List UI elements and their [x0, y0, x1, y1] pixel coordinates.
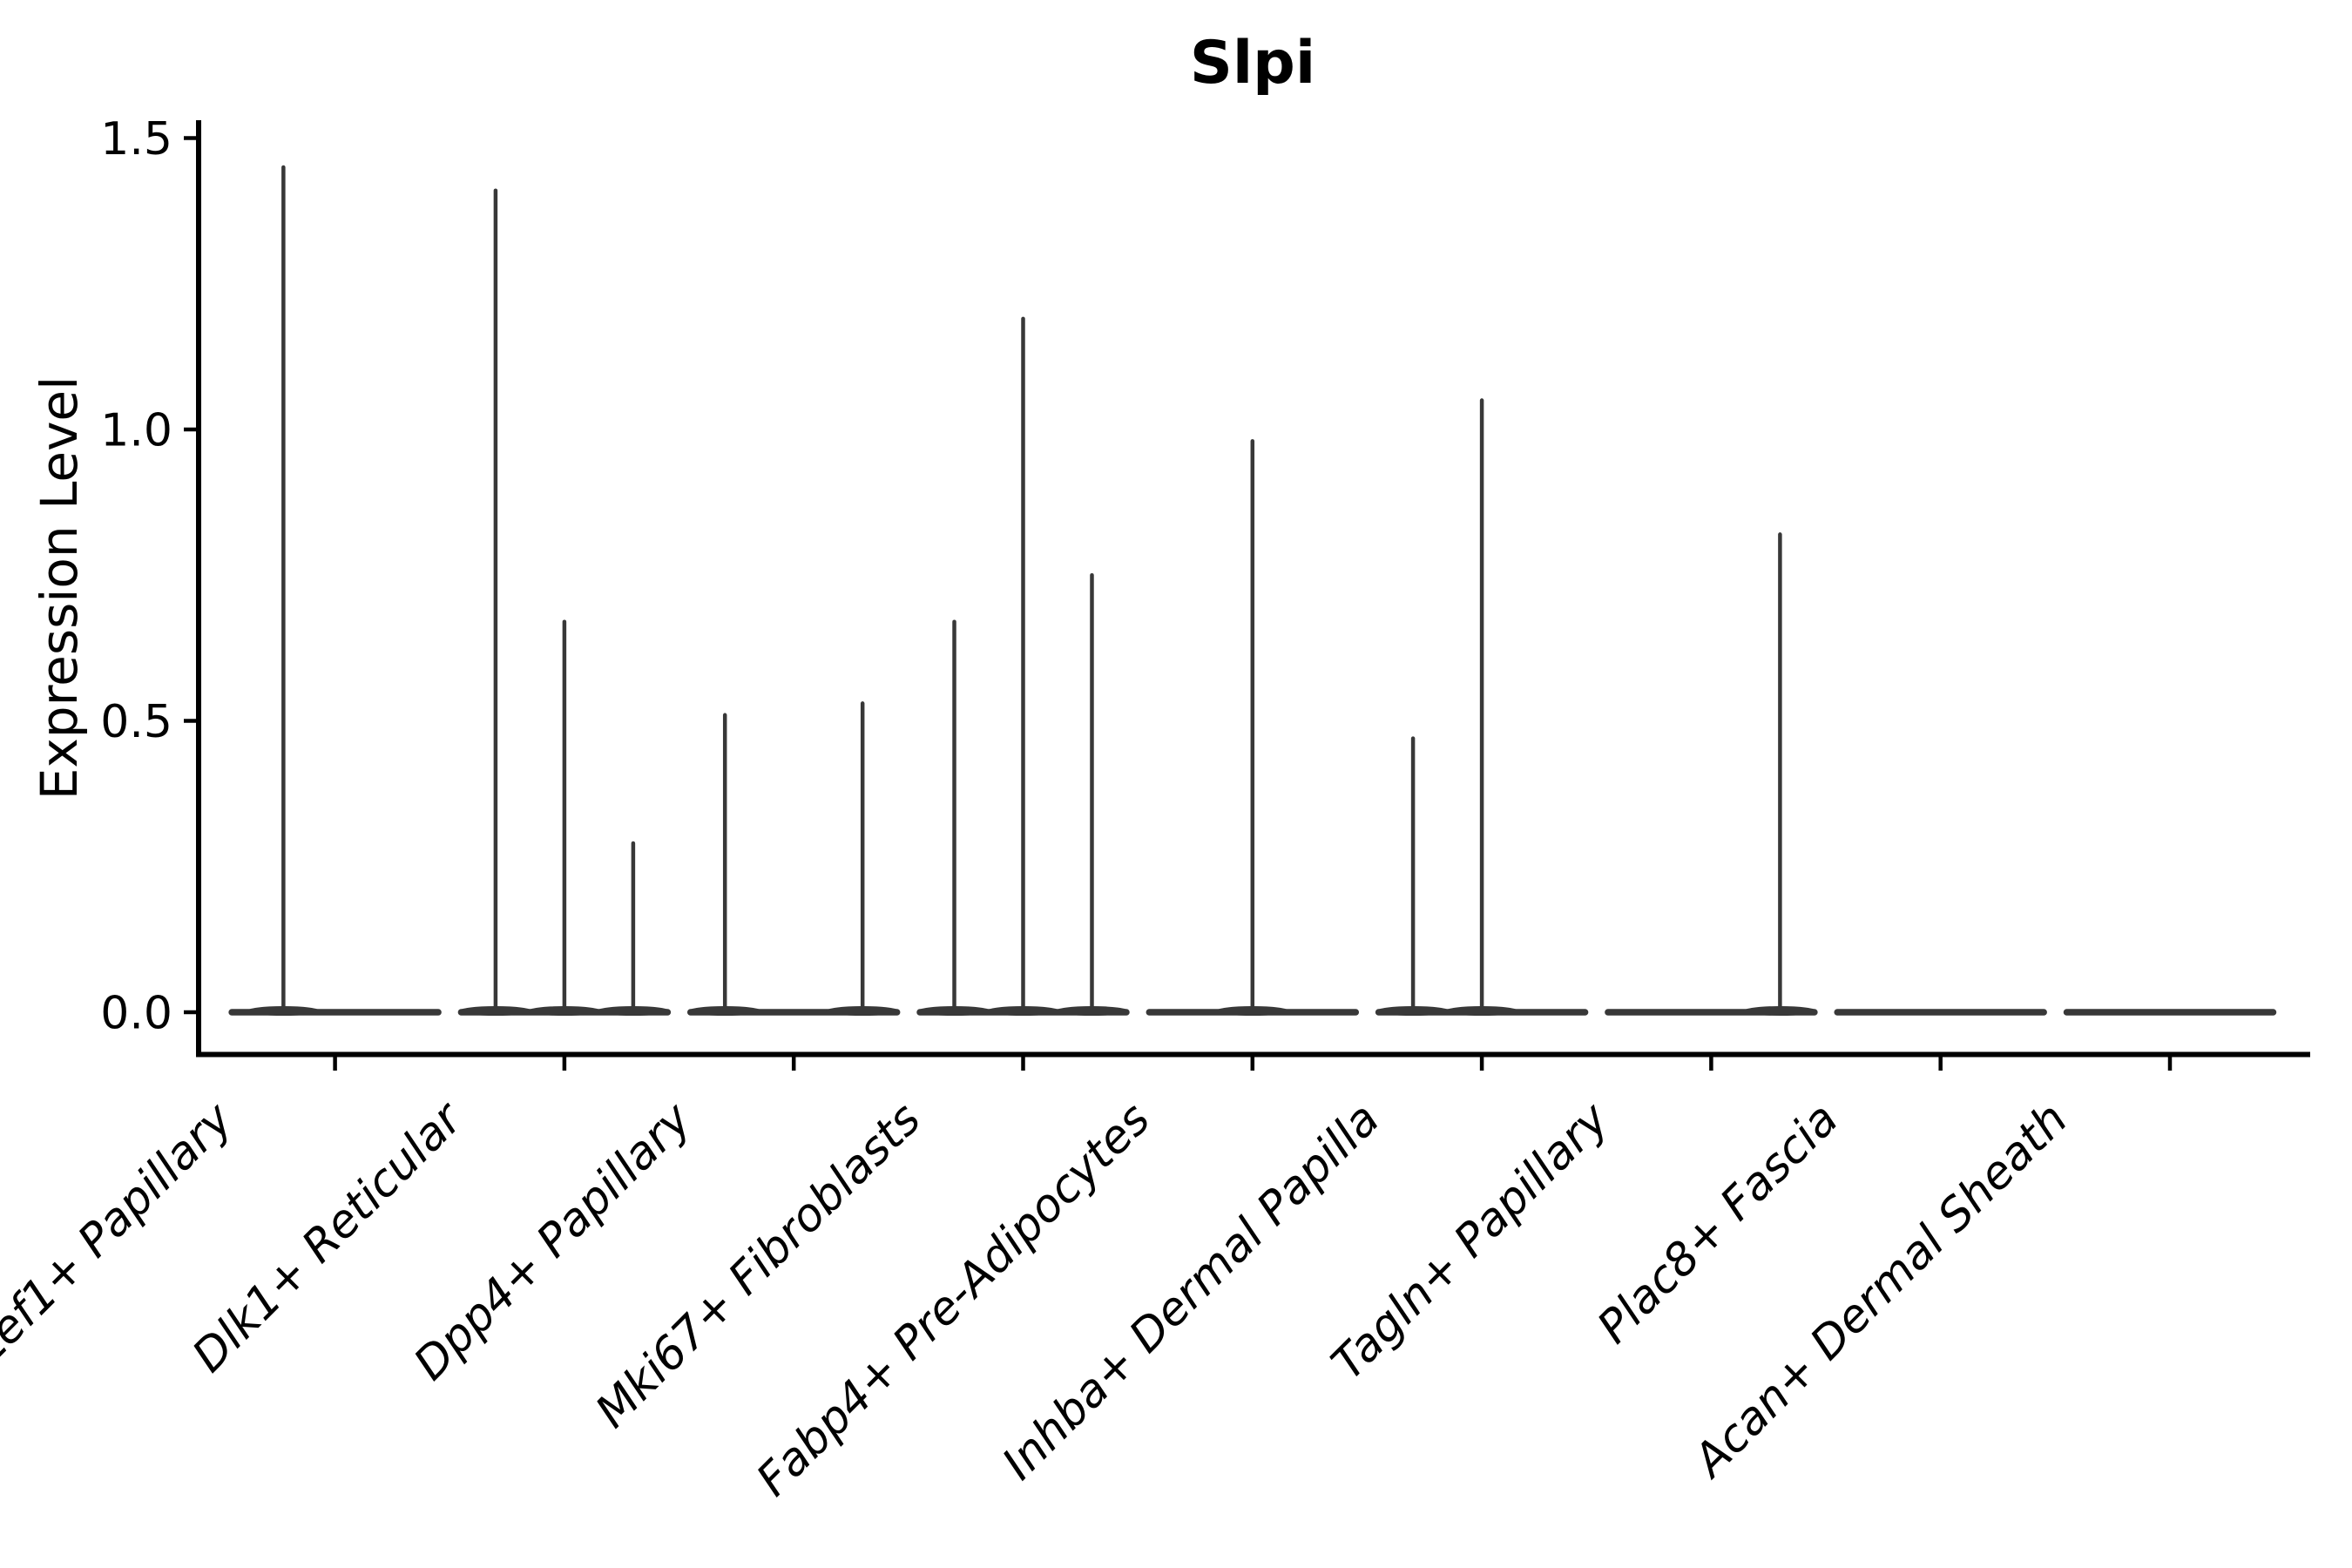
y-axis-label: Expression Level: [30, 376, 89, 800]
y-tick-label: 0.5: [100, 696, 172, 748]
y-tick-label: 1.5: [100, 113, 172, 166]
y-tick-label: 0.0: [100, 988, 172, 1040]
plot-title: Slpi: [1190, 29, 1315, 98]
violins: [228, 165, 2277, 1016]
x-tick-label: Inhba+ Dermal Papilla: [993, 1093, 1390, 1490]
x-axis-ticks: [333, 1057, 2173, 1071]
y-axis-ticks: 0.0 0.5 1.0 1.5: [100, 113, 197, 1040]
x-tick-label: Plac8+ Fascia: [1588, 1093, 1848, 1354]
x-tick-label: Fabp4+ Pre-Adipocytes: [747, 1093, 1160, 1507]
x-tick-label: Acan+ Dermal Sheath: [1682, 1093, 2078, 1489]
y-tick-label: 1.0: [100, 405, 172, 457]
